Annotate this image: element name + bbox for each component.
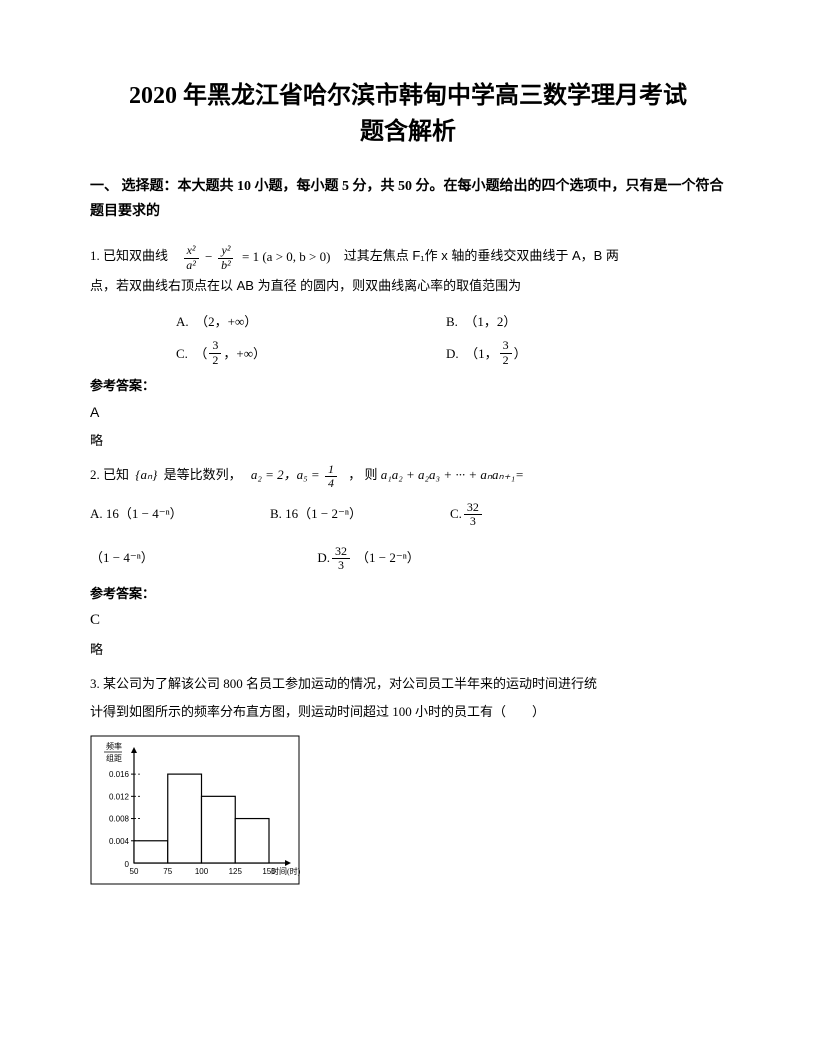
- histogram-chart: 频率组距0.0160.0120.0080.00405075100125150时间…: [90, 735, 726, 890]
- svg-text:0.008: 0.008: [109, 815, 130, 824]
- title-line-2: 题含解析: [90, 114, 726, 150]
- q1-opt-c-post: ，+∞）: [223, 338, 266, 369]
- q2-seq: {aₙ}: [135, 461, 157, 490]
- question-2: 2. 已知 {aₙ} 是等比数列， a₂ = 2，a₅ = 14 ， 则 a₁a…: [90, 461, 726, 490]
- svg-text:0.012: 0.012: [109, 792, 130, 801]
- q2-opt-d-post: （1 − 2⁻ⁿ）: [356, 540, 420, 576]
- section-1-head: 一、 选择题：本大题共 10 小题，每小题 5 分，共 50 分。在每小题给出的…: [90, 174, 726, 224]
- page-title: 2020 年黑龙江省哈尔滨市韩甸中学高三数学理月考试 题含解析: [90, 78, 726, 150]
- q2-ans: C: [90, 612, 726, 629]
- svg-text:50: 50: [130, 867, 139, 876]
- q2-a2a5: a₂ = 2，a₅ = 14: [251, 461, 339, 490]
- q2-rhs: a₁a₂ + a₂a₃ + ··· + aₙaₙ₊₁=: [381, 461, 524, 490]
- svg-text:125: 125: [229, 867, 243, 876]
- q1-opt-c-frac: 32: [209, 339, 221, 366]
- q2-omit: 略: [90, 639, 726, 658]
- q1-formula: x²a² − y²b² = 1 (a > 0, b > 0): [181, 243, 330, 272]
- question-1: 1. 已知双曲线 x²a² − y²b² = 1 (a > 0, b > 0) …: [90, 242, 726, 300]
- title-line-1: 2020 年黑龙江省哈尔滨市韩甸中学高三数学理月考试: [90, 78, 726, 114]
- q2-ref: 参考答案：: [90, 583, 726, 602]
- q1-opt-d-post: ）: [514, 338, 527, 369]
- q2-options: A. 16（1 − 4⁻ⁿ） B. 16（1 − 2⁻ⁿ） C. 323 （1 …: [90, 496, 726, 577]
- q1-pre: 1. 已知双曲线: [90, 248, 168, 263]
- q2-opt-d-pre: D.: [317, 540, 330, 576]
- svg-text:0.016: 0.016: [109, 770, 130, 779]
- svg-text:75: 75: [163, 867, 172, 876]
- q1-opt-c-pre: C. （: [176, 338, 207, 369]
- q2-mid1: 是等比数列，: [164, 467, 242, 482]
- q1-opt-d-frac: 32: [500, 339, 512, 366]
- q2-opt-c-pre: C.: [450, 496, 462, 532]
- q2-cont: （1 − 4⁻ⁿ）: [90, 540, 154, 576]
- q3-l2: 计得到如图所示的频率分布直方图，则运动时间超过 100 小时的员工有（ ）: [90, 704, 545, 719]
- q2-mid2: ， 则: [348, 467, 377, 482]
- q1-opt-a: A. （2，+∞）: [176, 306, 257, 337]
- q1-ref: 参考答案：: [90, 375, 726, 394]
- q1-ans: A: [90, 404, 726, 420]
- q1-opt-d-pre: D. （1，: [446, 338, 498, 369]
- svg-text:时间(时): 时间(时): [271, 866, 300, 876]
- svg-text:组距: 组距: [106, 753, 122, 763]
- q1-post1: 过其左焦点 F₁作 x 轴的垂线交双曲线于 A，B 两: [344, 248, 619, 263]
- svg-text:频率: 频率: [106, 741, 122, 751]
- question-3: 3. 某公司为了解该公司 800 名员工参加运动的情况，对公司员工半年来的运动时…: [90, 670, 726, 727]
- svg-text:0.004: 0.004: [109, 837, 130, 846]
- q1-omit: 略: [90, 430, 726, 449]
- q1-post2: 点，若双曲线右顶点在以 AB 为直径 的圆内，则双曲线离心率的取值范围为: [90, 278, 521, 293]
- svg-text:100: 100: [195, 867, 209, 876]
- q2-opt-b: B. 16（1 − 2⁻ⁿ）: [270, 496, 362, 532]
- q2-opt-a: A. 16（1 − 4⁻ⁿ）: [90, 496, 183, 532]
- q2-pre: 2. 已知: [90, 467, 129, 482]
- q1-opt-b: B. （1，2）: [446, 306, 516, 337]
- histogram-svg: 频率组距0.0160.0120.0080.00405075100125150时间…: [90, 735, 300, 885]
- q2-opt-c-frac: 323: [464, 501, 482, 528]
- q2-opt-d-frac: 323: [332, 545, 350, 572]
- q3-l1: 3. 某公司为了解该公司 800 名员工参加运动的情况，对公司员工半年来的运动时…: [90, 676, 597, 691]
- q1-options: A. （2，+∞） B. （1，2） C. （ 32 ，+∞） D. （1， 3…: [90, 306, 726, 368]
